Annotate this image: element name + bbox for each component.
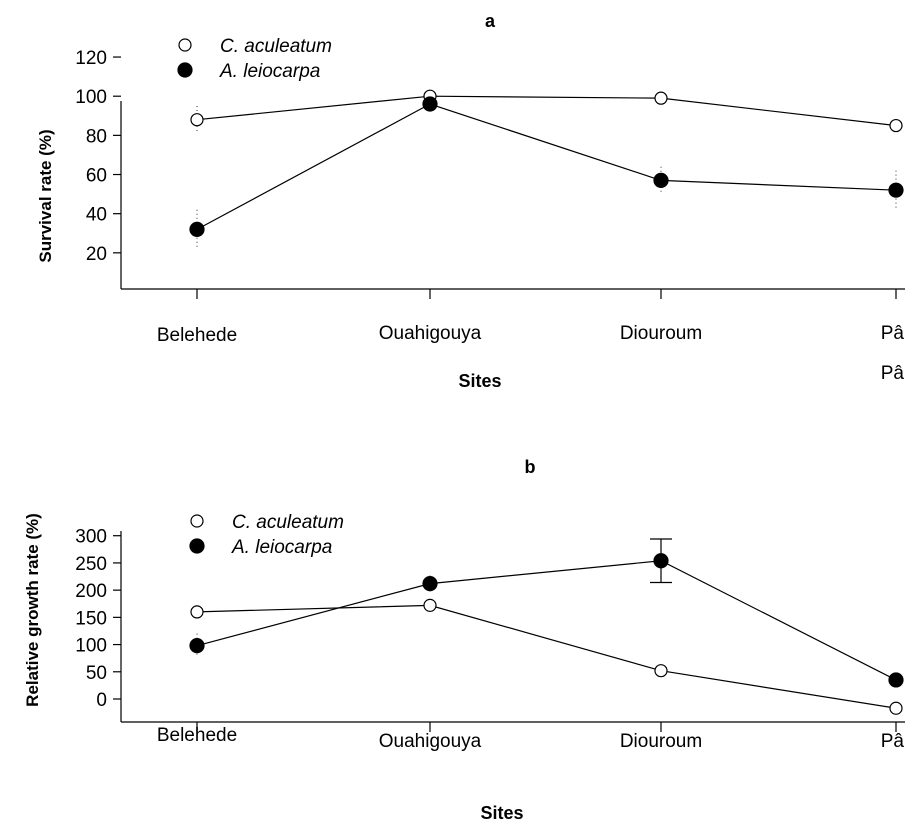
legend-marker-a-leiocarpa bbox=[189, 538, 205, 554]
panel-a-data-point-a-leiocarpa bbox=[422, 96, 438, 112]
legend-label: C. aculeatum bbox=[220, 36, 332, 57]
panel-a-series-line-c-aculeatum bbox=[196, 95, 897, 127]
panel-a-x-tick-label: Belehede bbox=[157, 325, 237, 346]
panel-b-y-tick-label: 250 bbox=[75, 554, 107, 575]
panel-a-y-tick-label: 40 bbox=[86, 205, 107, 226]
legend-label: C. aculeatum bbox=[232, 512, 344, 533]
panel-b-data-point-a-leiocarpa bbox=[888, 672, 904, 688]
panel-b-data-point-a-leiocarpa bbox=[189, 638, 205, 654]
panel-a-data-point-c-aculeatum bbox=[889, 118, 903, 133]
legend-label: A. leiocarpa bbox=[231, 537, 332, 558]
panel-a-legend: C. aculeatum A. leiocarpa bbox=[177, 36, 332, 82]
panel-b-data-point-c-aculeatum bbox=[654, 664, 668, 678]
panel-a-x-axis-label: Sites bbox=[458, 371, 501, 391]
panel-a-x-tick-label: Ouahigouya bbox=[379, 323, 482, 344]
panel-b-data-point-c-aculeatum bbox=[190, 605, 204, 619]
panel-a-y-tick-label: 100 bbox=[75, 87, 107, 108]
panel-b-data-point-a-leiocarpa bbox=[422, 576, 438, 592]
legend-label: A. leiocarpa bbox=[219, 61, 320, 82]
panel-a-y-tick-label: 20 bbox=[86, 244, 107, 265]
panel-b-y-axis-label: Relative growth rate (%) bbox=[23, 513, 42, 707]
legend-marker-c-aculeatum bbox=[190, 514, 204, 528]
legend-marker-a-leiocarpa bbox=[177, 62, 193, 78]
panel-b-x-tick-label: Diouroum bbox=[620, 731, 702, 752]
panel-a: a Survival rate (%) Sites Pâ 20 40 60 80 100… bbox=[36, 11, 905, 391]
panel-a-data-point-c-aculeatum bbox=[190, 113, 204, 127]
panel-a-x-tick-label: Diouroum bbox=[620, 323, 702, 344]
panel-a-data-point-c-aculeatum bbox=[654, 91, 668, 105]
panel-a-data-point-a-leiocarpa bbox=[189, 221, 205, 237]
panel-b-series-line-c-aculeatum bbox=[196, 604, 897, 709]
panel-b-x-tick-label: Pâ bbox=[881, 731, 905, 752]
panel-a-y-tick-label: 120 bbox=[75, 48, 107, 69]
panel-b-y-tick-label: 150 bbox=[75, 608, 107, 629]
panel-b-series-line-a-leiocarpa bbox=[196, 560, 897, 681]
panel-b-x-axis-label: Sites bbox=[480, 803, 523, 823]
panel-b-x-tick-label: Ouahigouya bbox=[379, 731, 482, 752]
panel-b-data-point-a-leiocarpa bbox=[653, 553, 669, 569]
legend-marker-c-aculeatum bbox=[178, 38, 192, 52]
panel-b-y-tick-label: 0 bbox=[96, 690, 107, 711]
panel-b-y-tick-label: 100 bbox=[75, 636, 107, 657]
panel-a-series-line-a-leiocarpa bbox=[196, 103, 897, 230]
panel-a-extra-category-label: Pâ bbox=[881, 363, 905, 384]
panel-b: b Relative growth rate (%) Sites 0 50 100 1… bbox=[23, 457, 905, 823]
panel-b-y-tick-label: 200 bbox=[75, 581, 107, 602]
panel-a-title: a bbox=[485, 11, 496, 31]
panel-b-x-tick-label: Belehede bbox=[157, 725, 237, 746]
panel-b-legend: C. aculeatum A. leiocarpa bbox=[189, 512, 344, 558]
panel-b-title: b bbox=[525, 457, 536, 477]
panel-a-data-point-a-leiocarpa bbox=[653, 172, 669, 188]
panel-a-y-tick-label: 60 bbox=[86, 166, 107, 187]
panel-b-y-tick-label: 50 bbox=[86, 663, 107, 684]
panel-a-y-axis-label: Survival rate (%) bbox=[36, 129, 55, 262]
panel-b-data-point-c-aculeatum bbox=[423, 598, 437, 612]
panel-a-y-tick-label: 80 bbox=[86, 126, 107, 147]
panel-b-y-tick-label: 300 bbox=[75, 527, 107, 548]
panel-b-data-point-c-aculeatum bbox=[889, 701, 903, 715]
panel-a-data-point-a-leiocarpa bbox=[888, 182, 904, 198]
panel-a-x-tick-label: Pâ bbox=[881, 323, 905, 344]
